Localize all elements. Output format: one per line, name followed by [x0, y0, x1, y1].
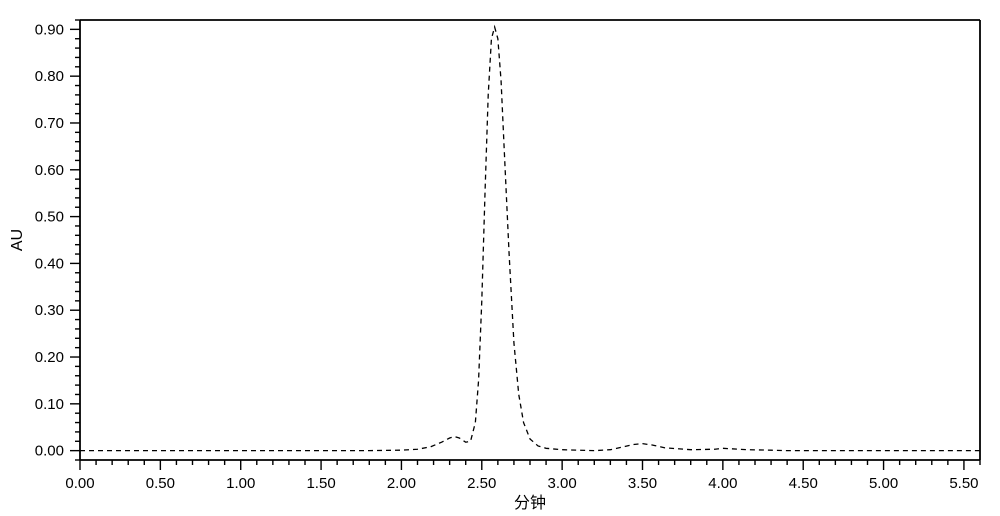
y-tick-label: 0.50 [35, 209, 64, 226]
x-axis-label: 分钟 [514, 494, 546, 512]
x-tick-label: 4.50 [789, 475, 818, 492]
y-tick-label: 0.40 [35, 255, 64, 272]
x-tick-label: 0.00 [65, 475, 94, 492]
y-tick-label: 0.90 [35, 21, 64, 38]
x-tick-label: 1.00 [226, 475, 255, 492]
x-tick-label: 5.00 [869, 475, 898, 492]
x-tick-label: 3.00 [548, 475, 577, 492]
x-tick-label: 5.50 [949, 475, 978, 492]
x-tick-label: 3.50 [628, 475, 657, 492]
x-tick-label: 4.00 [708, 475, 737, 492]
y-tick-label: 0.70 [35, 115, 64, 132]
x-tick-label: 1.50 [306, 475, 335, 492]
y-tick-label: 0.30 [35, 302, 64, 319]
y-tick-label: 0.10 [35, 396, 64, 413]
x-tick-label: 0.50 [146, 475, 175, 492]
chromatogram-trace [80, 27, 980, 451]
y-tick-label: 0.80 [35, 68, 64, 85]
y-tick-label: 0.00 [35, 443, 64, 460]
chromatogram-chart: 0.00 0.50 1.00 1.50 2.00 2.50 3.00 3.50 4.00 4.50… [0, 0, 1000, 516]
x-tick-label: 2.00 [387, 475, 416, 492]
y-tick-label: 0.60 [35, 162, 64, 179]
x-tick-label: 2.50 [467, 475, 496, 492]
y-axis-label: AU [9, 229, 26, 251]
y-tick-label: 0.20 [35, 349, 64, 366]
